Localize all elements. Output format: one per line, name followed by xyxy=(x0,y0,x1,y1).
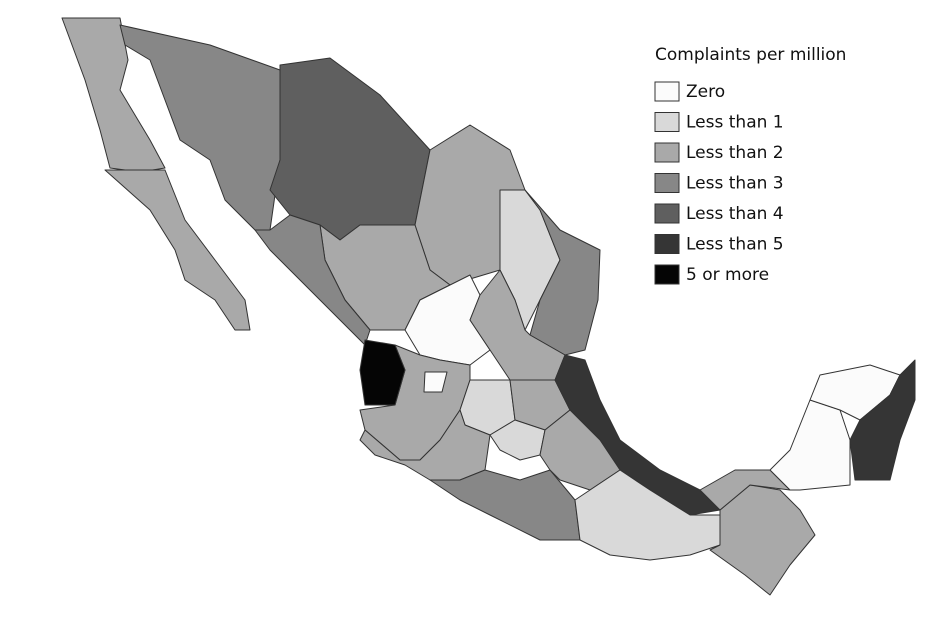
legend-swatch xyxy=(654,203,680,224)
legend-swatch xyxy=(654,142,680,163)
state xyxy=(269,57,431,241)
legend-label: Less than 1 xyxy=(686,113,784,133)
legend-swatch xyxy=(654,264,680,285)
state xyxy=(359,339,406,406)
state xyxy=(709,484,816,596)
state xyxy=(423,371,448,393)
state xyxy=(104,169,251,331)
legend-label: Less than 2 xyxy=(686,143,784,163)
state xyxy=(769,399,851,491)
mexico-map xyxy=(61,17,916,596)
legend-swatch xyxy=(654,173,680,193)
legend-swatch xyxy=(654,81,680,102)
legend-label: Less than 5 xyxy=(686,235,784,255)
state xyxy=(61,17,166,173)
legend-label: Less than 4 xyxy=(686,204,784,224)
legend-label: Zero xyxy=(686,82,725,102)
state xyxy=(849,359,916,481)
legend: Zero Less than 1 Less than 2 Less than 3 Les… xyxy=(654,81,784,285)
state xyxy=(429,469,581,541)
legend-swatch xyxy=(654,112,680,132)
state xyxy=(254,214,371,346)
legend-label: Less than 3 xyxy=(686,174,784,194)
state xyxy=(359,409,491,481)
legend-title: Complaints per million xyxy=(655,45,846,65)
legend-swatch xyxy=(654,234,680,254)
legend-label: 5 or more xyxy=(686,265,769,285)
